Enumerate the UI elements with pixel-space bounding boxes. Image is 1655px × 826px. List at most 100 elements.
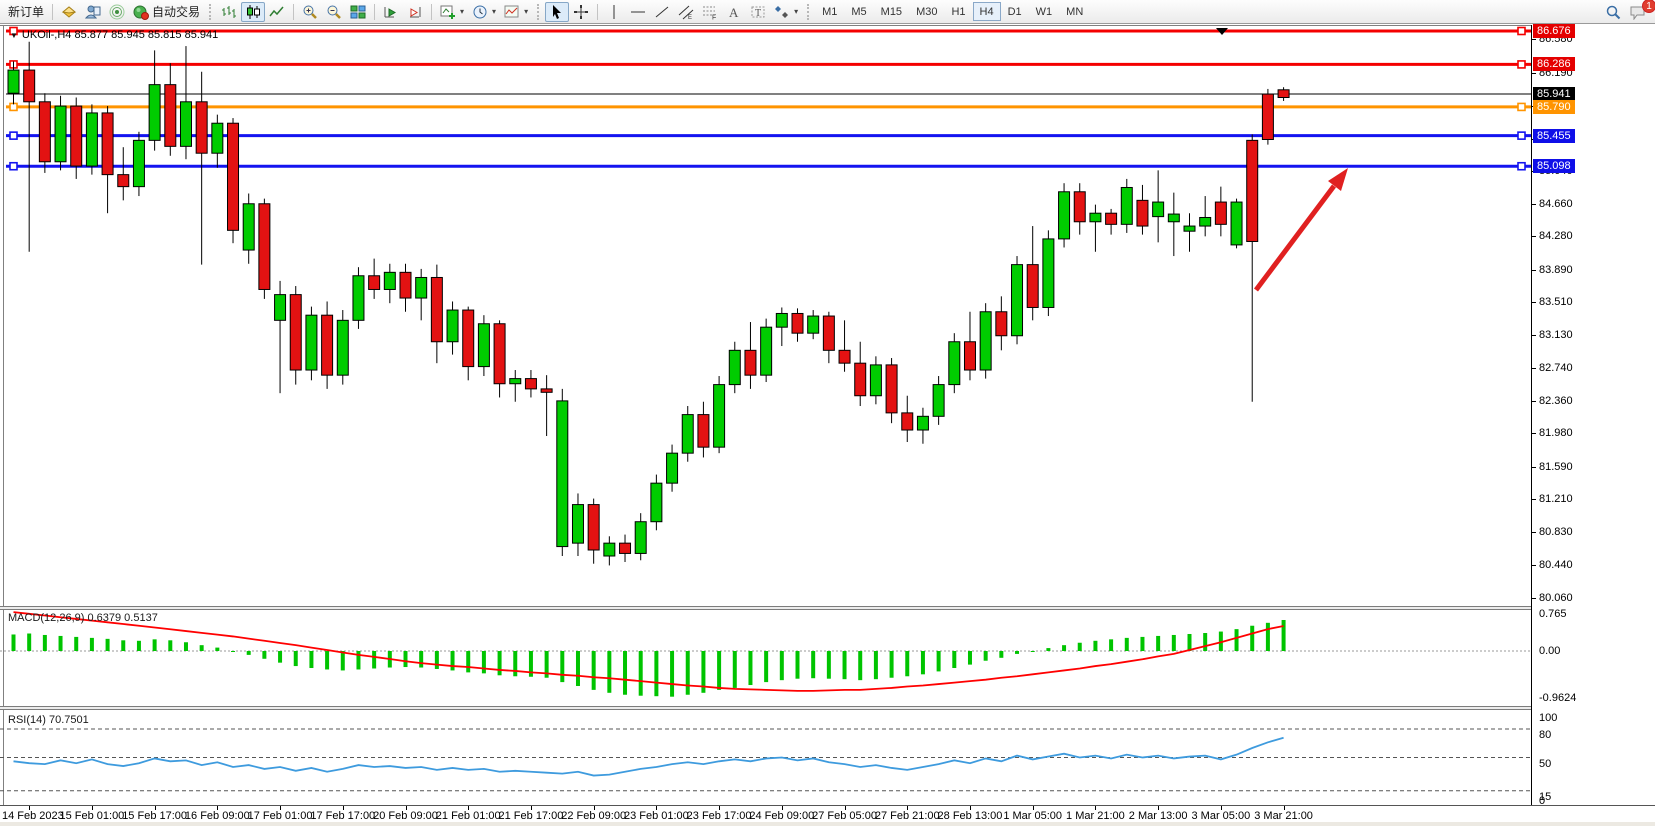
line-handle[interactable] (1517, 161, 1526, 171)
timeframe-h1[interactable]: H1 (951, 5, 966, 18)
trend-arrow[interactable] (1254, 184, 1336, 292)
candle-57 (901, 395, 914, 443)
search-icon[interactable] (1601, 2, 1625, 22)
chart-shift-icon[interactable] (403, 2, 427, 22)
vertical-line-icon[interactable] (602, 2, 626, 22)
svg-text:A: A (729, 5, 739, 20)
candle-10 (164, 63, 177, 156)
time-axis-label: 21 Feb 01:00 (435, 810, 501, 822)
new-chart-icon[interactable]: ▾ (436, 2, 468, 22)
bar-chart-icon[interactable] (217, 2, 241, 22)
toolbar-separator (52, 3, 54, 20)
equidistant-channel-icon[interactable]: E (674, 2, 698, 22)
candle-8 (132, 131, 145, 197)
candle-7 (117, 147, 130, 201)
signals-icon[interactable] (105, 2, 129, 22)
last-bar-marker (1216, 28, 1228, 35)
period-clock-icon[interactable]: ▾ (468, 2, 500, 22)
gold-deposit-icon[interactable] (57, 2, 81, 22)
trend-arrow-head[interactable] (1328, 168, 1348, 191)
timeframe-h4[interactable]: H4 (972, 2, 1001, 22)
rsi-axis-label: 50 (1539, 757, 1552, 770)
time-axis-label: 24 Feb 09:00 (749, 810, 815, 822)
line-handle[interactable] (9, 161, 18, 171)
time-tick-mark (280, 806, 282, 810)
time-tick-mark (969, 806, 971, 810)
line-handle[interactable] (9, 26, 18, 36)
cursor-icon[interactable] (545, 1, 570, 22)
candle-41 (650, 474, 663, 531)
candle-61 (963, 311, 976, 381)
candlestick-chart-icon[interactable] (241, 1, 266, 22)
candle-60 (948, 333, 961, 394)
macd-axis-label: 0.00 (1539, 645, 1561, 657)
account-icon[interactable] (81, 2, 105, 22)
price-tick-mark (1532, 532, 1536, 533)
line-handle[interactable] (1517, 60, 1526, 69)
candle-49 (775, 307, 788, 347)
time-axis-label: 15 Feb 01:00 (59, 810, 125, 822)
time-tick-mark (907, 806, 909, 810)
timeframe-mn[interactable]: MN (1066, 5, 1084, 18)
candle-25 (399, 263, 412, 312)
time-axis-label: 27 Feb 05:00 (812, 810, 877, 822)
candle-16 (258, 198, 271, 299)
line-handle[interactable] (1517, 131, 1526, 140)
candle-18 (289, 286, 302, 385)
time-tick-mark (154, 806, 156, 810)
candle-46 (728, 341, 741, 394)
macd-panel[interactable] (0, 610, 1531, 706)
text-icon[interactable]: A (722, 2, 746, 22)
timeframe-w1[interactable]: W1 (1035, 5, 1053, 18)
tile-windows-icon[interactable] (346, 2, 370, 22)
time-tick-mark (656, 806, 658, 810)
candle-64 (1011, 256, 1024, 345)
line-chart-icon[interactable] (265, 2, 289, 22)
time-axis-label: 3 Mar 21:00 (1254, 810, 1313, 822)
candle-47 (744, 322, 757, 389)
timeframe-m30[interactable]: M30 (916, 5, 938, 18)
timeframe-d1[interactable]: D1 (1007, 5, 1022, 18)
time-axis-label: 17 Feb 01:00 (247, 810, 313, 822)
candle-13 (211, 114, 224, 168)
candle-59 (932, 376, 945, 425)
symbol-ohlc-text: UKOil-,H4 85.877 85.945 85.815 85.941 (21, 29, 219, 41)
time-tick-mark (405, 806, 407, 810)
timeframe-m1[interactable]: M1 (822, 5, 838, 18)
candle-62 (979, 303, 992, 379)
time-tick-mark (530, 806, 532, 810)
current-price-badge: 85.941 (1533, 86, 1575, 101)
price-axis[interactable]: 86.58086.19085.80085.41085.04084.66084.2… (1532, 24, 1655, 807)
price-tick-mark (1532, 565, 1536, 567)
indicators-dropdown-icon[interactable]: ▾ (500, 2, 532, 22)
crosshair-icon[interactable] (569, 2, 593, 22)
line-handle[interactable] (1517, 26, 1526, 36)
line-handle[interactable] (9, 131, 18, 140)
text-label-icon[interactable]: T (746, 2, 770, 22)
panel-splitter[interactable] (0, 606, 1655, 610)
line-handle[interactable] (9, 102, 18, 112)
chevron-down-icon[interactable]: ▼ (10, 30, 18, 40)
time-axis[interactable]: 14 Feb 2023 15 Feb 01:00 15 Feb 17:00 16 Fe… (0, 805, 1655, 822)
line-handle[interactable] (1517, 102, 1526, 112)
arrows-tools-icon[interactable]: ▾ (770, 2, 802, 22)
auto-trading-button[interactable]: 自动交易 (129, 2, 204, 22)
main-chart-canvas[interactable] (0, 26, 1531, 607)
new-order-button[interactable]: 新订单 (4, 2, 48, 22)
auto-scroll-icon[interactable] (379, 2, 403, 22)
zoom-out-icon[interactable] (322, 2, 346, 22)
time-axis-label: 20 Feb 09:00 (373, 810, 438, 822)
horizontal-line-icon[interactable] (626, 2, 650, 22)
candle-14 (227, 118, 240, 244)
candle-28 (446, 301, 459, 355)
chat-icon[interactable]: 1 (1625, 0, 1655, 22)
candle-78 (1230, 198, 1243, 249)
fibonacci-icon[interactable]: F (698, 2, 722, 22)
rsi-axis-label: 80 (1539, 729, 1552, 741)
rsi-panel[interactable] (0, 710, 1531, 805)
panel-splitter[interactable] (0, 706, 1655, 710)
zoom-in-icon[interactable] (298, 2, 322, 22)
timeframe-m5[interactable]: M5 (851, 5, 867, 18)
timeframe-m15[interactable]: M15 (880, 5, 903, 18)
trendline-icon[interactable] (650, 2, 674, 22)
